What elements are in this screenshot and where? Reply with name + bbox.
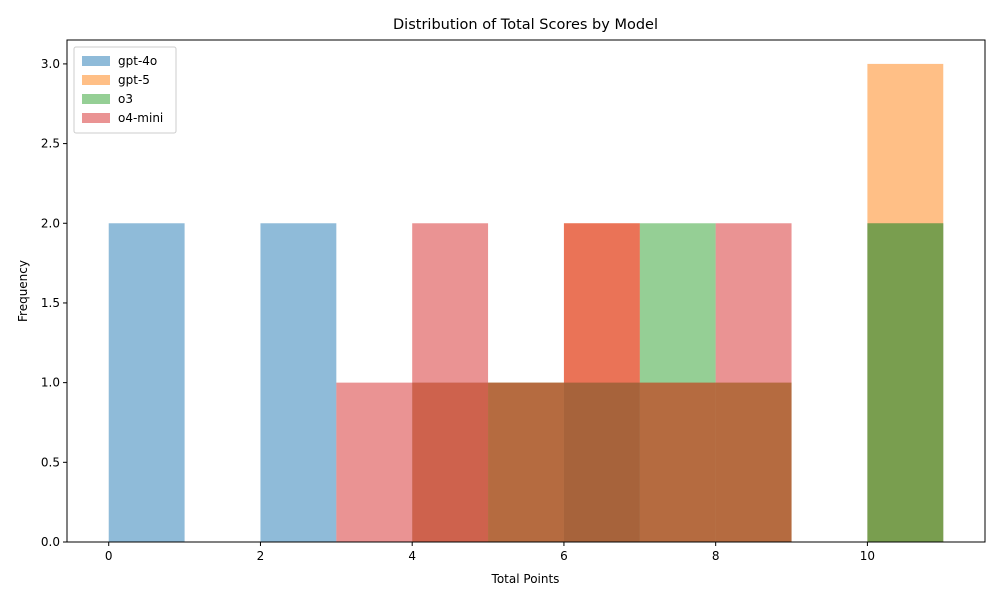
legend-box [73,46,177,134]
bar-o4-mini-bin-4 [412,223,489,542]
legend-swatch-o3 [82,94,110,104]
legend-label-o4-mini: o4-mini [118,111,163,125]
y-tick-label: 3.0 [41,57,60,71]
x-axis-label: Total Points [491,572,560,586]
legend-swatch-gpt-4o [82,56,110,66]
plot-area-frame [66,39,986,543]
bar-o4-mini-bin-8 [715,223,792,542]
legend-label-gpt-4o: gpt-4o [118,54,157,68]
bar-o3-bin-10 [867,223,944,542]
x-tick-label: 8 [712,549,720,563]
chart-title: Distribution of Total Scores by Model [393,17,658,33]
bar-gpt-4o-bin-0 [108,223,185,542]
x-tick-label: 10 [860,549,875,563]
legend: gpt-4o gpt-5 o3 o4-mini [73,46,177,134]
x-tick-label: 6 [560,549,568,563]
bar-o4-mini-bin-7 [639,382,716,542]
y-axis-label: Frequency [16,260,30,322]
legend-swatch-gpt-5 [82,75,110,85]
y-tick-label: 0.0 [41,535,60,549]
bar-gpt-4o-bin-2 [260,223,337,542]
y-tick-label: 1.5 [41,296,60,310]
x-tick-label: 4 [408,549,416,563]
legend-label-o3: o3 [118,92,133,106]
legend-swatch-o4-mini [82,113,110,123]
x-tick-label: 2 [257,549,265,563]
legend-label-gpt-5: gpt-5 [118,73,150,87]
bar-o4-mini-bin-3 [336,382,413,542]
y-tick-label: 2.5 [41,137,60,151]
bar-o4-mini-bin-5 [488,382,564,542]
x-tick-label: 0 [105,549,113,563]
y-tick-label: 0.5 [41,455,60,469]
y-tick-label: 1.0 [41,376,60,390]
bar-o4-mini-bin-6 [563,223,640,542]
y-tick-label: 2.0 [41,216,60,230]
